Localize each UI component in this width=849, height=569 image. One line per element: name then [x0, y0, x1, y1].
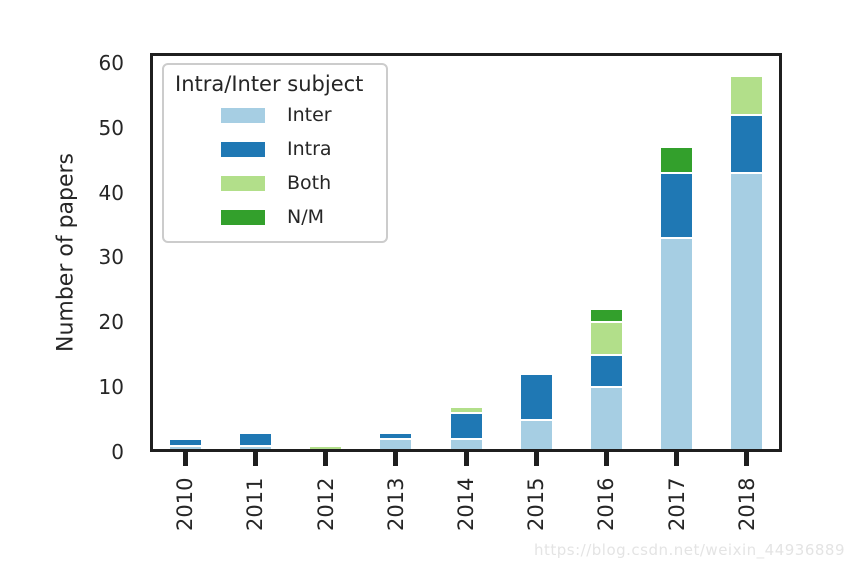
x-tick-2017 — [674, 452, 680, 466]
legend: Intra/Inter subject Inter Intra Both N/M — [162, 63, 388, 243]
x-tick-label-2013: 2013 — [383, 477, 408, 531]
x-tick-label-2012: 2012 — [313, 477, 338, 531]
watermark-text: https://blog.csdn.net/weixin_44936889 — [533, 541, 845, 559]
y-tick-label-50: 50 — [98, 115, 124, 140]
bar-segment-intra-2017 — [660, 173, 694, 238]
y-tick-label-10: 10 — [98, 375, 124, 400]
x-tick-label-2015: 2015 — [524, 477, 549, 531]
x-tick-2011 — [252, 452, 258, 466]
x-tick-2012 — [323, 452, 329, 466]
legend-swatch-intra — [221, 141, 265, 157]
bar-segment-inter-2010 — [168, 445, 202, 452]
x-tick-label-2016: 2016 — [594, 477, 619, 531]
x-tick-label-2018: 2018 — [734, 477, 759, 531]
x-tick-label-2010: 2010 — [173, 477, 198, 531]
legend-label-inter: Inter — [287, 104, 332, 126]
bar-segment-both-2014 — [449, 406, 483, 414]
legend-item-both: Both — [164, 166, 386, 200]
bar-segment-inter-2011 — [238, 445, 272, 452]
bar-segment-both-2012 — [309, 445, 343, 452]
y-tick-label-60: 60 — [98, 50, 124, 75]
bar-segment-inter-2014 — [449, 439, 483, 452]
legend-label-intra: Intra — [287, 138, 332, 160]
bar-segment-both-2018 — [730, 75, 764, 115]
x-tick-2015 — [533, 452, 539, 466]
bar-segment-intra-2013 — [379, 432, 413, 439]
bar-segment-both-2016 — [589, 322, 623, 355]
legend-item-inter: Inter — [164, 98, 386, 132]
legend-label-both: Both — [287, 172, 332, 194]
legend-item-n-m: N/M — [164, 200, 386, 234]
legend-swatch-n-m — [221, 209, 265, 225]
bar-segment-intra-2011 — [238, 432, 272, 446]
y-tick-label-30: 30 — [98, 245, 124, 270]
bar-segment-inter-2016 — [589, 387, 623, 452]
bar-segment-inter-2018 — [730, 173, 764, 452]
legend-title: Intra/Inter subject — [175, 72, 364, 96]
bar-segment-n-m-2016 — [589, 309, 623, 323]
x-tick-label-2014: 2014 — [454, 477, 478, 531]
x-tick-label-2017: 2017 — [664, 477, 689, 531]
x-tick-2014 — [463, 452, 469, 466]
legend-swatch-inter — [221, 107, 265, 123]
y-tick-label-20: 20 — [98, 310, 124, 335]
bar-segment-inter-2013 — [379, 439, 413, 452]
x-tick-2018 — [744, 452, 750, 466]
bar-segment-inter-2015 — [519, 419, 553, 452]
bar-segment-n-m-2017 — [660, 147, 694, 173]
bar-segment-intra-2016 — [589, 354, 623, 388]
legend-swatch-both — [221, 175, 265, 191]
y-tick-label-0: 0 — [111, 440, 124, 464]
x-tick-label-2011: 2011 — [243, 477, 268, 531]
x-tick-2010 — [182, 452, 188, 466]
x-tick-2013 — [393, 452, 399, 466]
bar-segment-intra-2014 — [449, 413, 483, 439]
bar-segment-intra-2010 — [168, 439, 202, 446]
legend-entries: Inter Intra Both N/M — [164, 98, 386, 234]
y-tick-label-40: 40 — [98, 180, 124, 205]
bar-segment-inter-2017 — [660, 237, 694, 452]
bar-segment-intra-2015 — [519, 374, 553, 420]
x-tick-2016 — [603, 452, 609, 466]
legend-item-intra: Intra — [164, 132, 386, 166]
bar-segment-intra-2018 — [730, 114, 764, 173]
legend-label-n-m: N/M — [287, 206, 325, 228]
